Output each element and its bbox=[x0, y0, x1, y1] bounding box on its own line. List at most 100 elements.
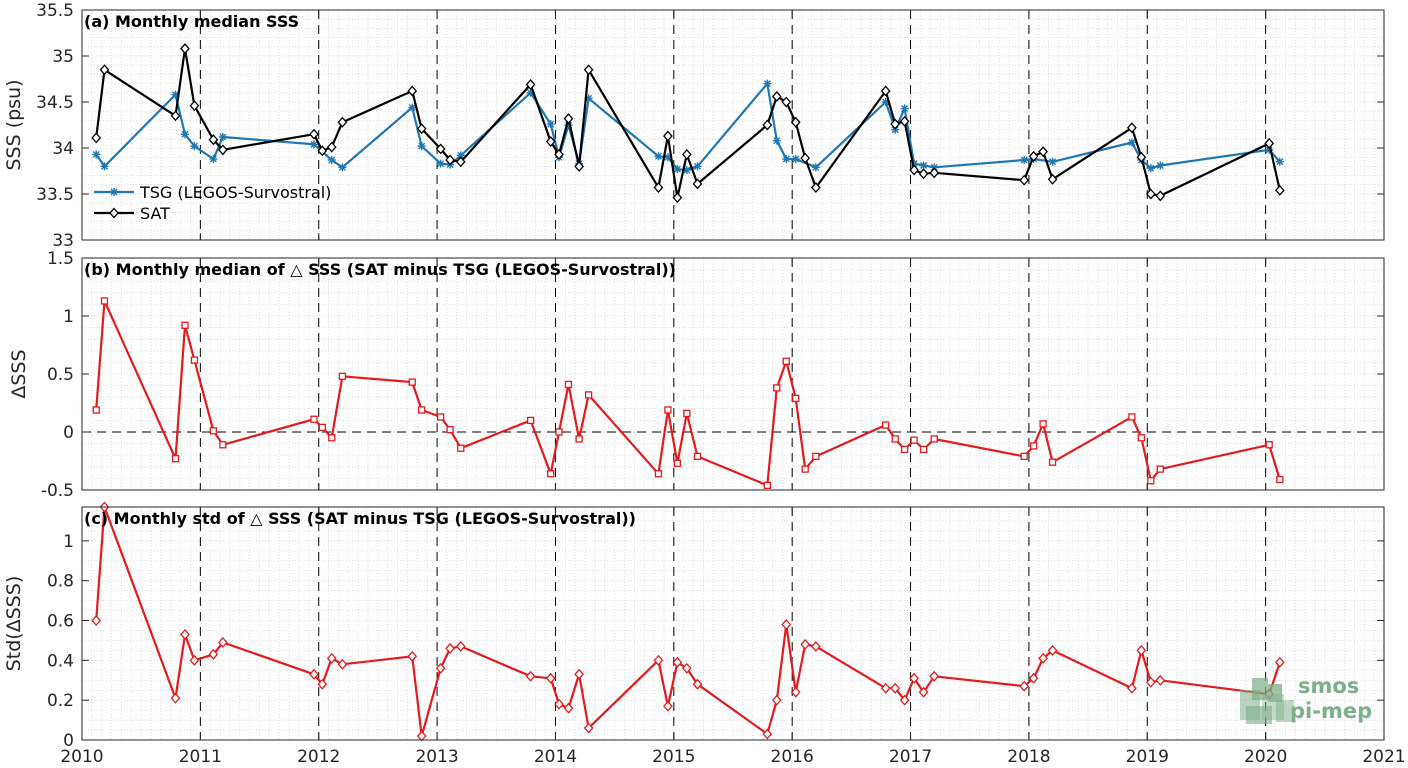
data-point bbox=[92, 150, 101, 159]
y-axis: 0 0.2 0.4 0.6 0.8 1 bbox=[47, 532, 1384, 751]
marker-stroke bbox=[1147, 164, 1155, 172]
data-point bbox=[1028, 672, 1039, 684]
data-point bbox=[781, 96, 792, 108]
data-point bbox=[1156, 465, 1164, 473]
data-point bbox=[790, 686, 801, 698]
data-point bbox=[100, 297, 109, 305]
data-point bbox=[583, 722, 594, 734]
data-point bbox=[218, 132, 227, 141]
data-point bbox=[919, 445, 928, 454]
data-point bbox=[91, 132, 102, 144]
data-point bbox=[416, 730, 427, 742]
marker-stroke bbox=[782, 155, 790, 163]
data-point bbox=[918, 686, 929, 698]
data-point bbox=[92, 406, 100, 414]
data-point bbox=[446, 426, 454, 434]
logo-text-pi-mep: pi-mep bbox=[1290, 699, 1372, 723]
data-point bbox=[1145, 676, 1156, 688]
marker-stroke bbox=[457, 151, 465, 159]
marker-stroke bbox=[110, 188, 118, 196]
y-tick-label: 35.5 bbox=[36, 1, 74, 21]
data-point bbox=[1265, 441, 1273, 449]
data-point bbox=[899, 115, 910, 127]
y-tick-label: 34 bbox=[52, 139, 74, 159]
data-point bbox=[693, 162, 702, 171]
data-point bbox=[563, 113, 574, 125]
marker-stroke bbox=[219, 133, 227, 141]
data-point bbox=[208, 134, 219, 146]
data-point bbox=[919, 161, 928, 170]
data-point bbox=[525, 670, 536, 682]
data-point bbox=[880, 682, 891, 694]
data-point bbox=[435, 143, 446, 155]
y-axis-label: Std(ΔSSS) bbox=[3, 576, 25, 672]
marker-stroke bbox=[812, 163, 820, 171]
marker-stroke bbox=[763, 80, 771, 88]
data-point bbox=[545, 136, 556, 148]
data-point bbox=[189, 654, 200, 666]
data-point bbox=[882, 421, 890, 429]
axes-box bbox=[81, 506, 1385, 741]
x-tick-label: 2017 bbox=[889, 747, 932, 767]
data-point bbox=[900, 104, 909, 113]
data-point bbox=[1038, 146, 1048, 158]
data-point bbox=[337, 658, 348, 670]
data-point bbox=[692, 678, 703, 690]
x-tick-label: 2011 bbox=[179, 747, 222, 767]
data-point bbox=[909, 164, 919, 176]
y-axis-label: ΔSSS bbox=[8, 349, 30, 398]
marker-stroke bbox=[181, 130, 189, 138]
data-point bbox=[1038, 652, 1048, 664]
x-tick-label: 2010 bbox=[60, 747, 103, 767]
data-point bbox=[899, 694, 910, 706]
data-point bbox=[317, 145, 328, 157]
marker-stroke bbox=[891, 126, 899, 134]
data-point bbox=[800, 152, 811, 164]
y-tick-label: 33.5 bbox=[36, 185, 74, 205]
y-tick-label: 1 bbox=[63, 532, 74, 552]
y-axis-label: SSS (psu) bbox=[3, 79, 25, 170]
marker-stroke bbox=[172, 91, 180, 99]
y-tick-label: 34.5 bbox=[36, 93, 74, 113]
data-point bbox=[1264, 137, 1275, 149]
logo-shape bbox=[1276, 700, 1294, 722]
data-point bbox=[673, 165, 682, 174]
x-tick-label: 2021 bbox=[1362, 747, 1405, 767]
data-point bbox=[554, 148, 564, 160]
data-point bbox=[407, 85, 418, 97]
data-point bbox=[190, 356, 199, 364]
panel-a-monthly-median-sss: 33 33.5 34 34.5 35 35.5 SSS (psu) (a) Monthly m… bbox=[3, 1, 1385, 251]
data-point bbox=[99, 64, 110, 76]
data-point bbox=[763, 481, 771, 490]
minor-grid bbox=[82, 507, 1384, 740]
data-point bbox=[771, 91, 782, 102]
data-point bbox=[1137, 434, 1146, 442]
marker-stroke bbox=[654, 152, 662, 160]
legend-marker bbox=[109, 207, 119, 219]
data-point bbox=[930, 435, 938, 443]
data-point bbox=[1029, 442, 1038, 450]
data-point bbox=[693, 452, 702, 461]
data-point bbox=[929, 670, 940, 682]
data-point bbox=[418, 406, 426, 414]
x-tick-label: 2018 bbox=[1007, 747, 1050, 767]
data-point bbox=[457, 444, 465, 452]
y-tick-label: 1 bbox=[63, 307, 74, 327]
data-point bbox=[900, 445, 909, 454]
data-point bbox=[810, 182, 821, 194]
marker-stroke bbox=[209, 155, 217, 163]
y-tick-label: 0 bbox=[63, 731, 74, 751]
data-point bbox=[408, 103, 417, 112]
data-point bbox=[100, 162, 109, 171]
data-point bbox=[910, 436, 918, 444]
legend: TSG (LEGOS-Survostral) SAT bbox=[94, 183, 331, 223]
marker-stroke bbox=[418, 142, 426, 150]
y-tick-label: 0.2 bbox=[47, 691, 74, 711]
y-tick-label: 0 bbox=[63, 423, 74, 443]
data-point bbox=[208, 648, 219, 660]
data-point bbox=[219, 441, 227, 449]
marker-stroke bbox=[437, 160, 445, 168]
marker-stroke bbox=[920, 161, 928, 169]
